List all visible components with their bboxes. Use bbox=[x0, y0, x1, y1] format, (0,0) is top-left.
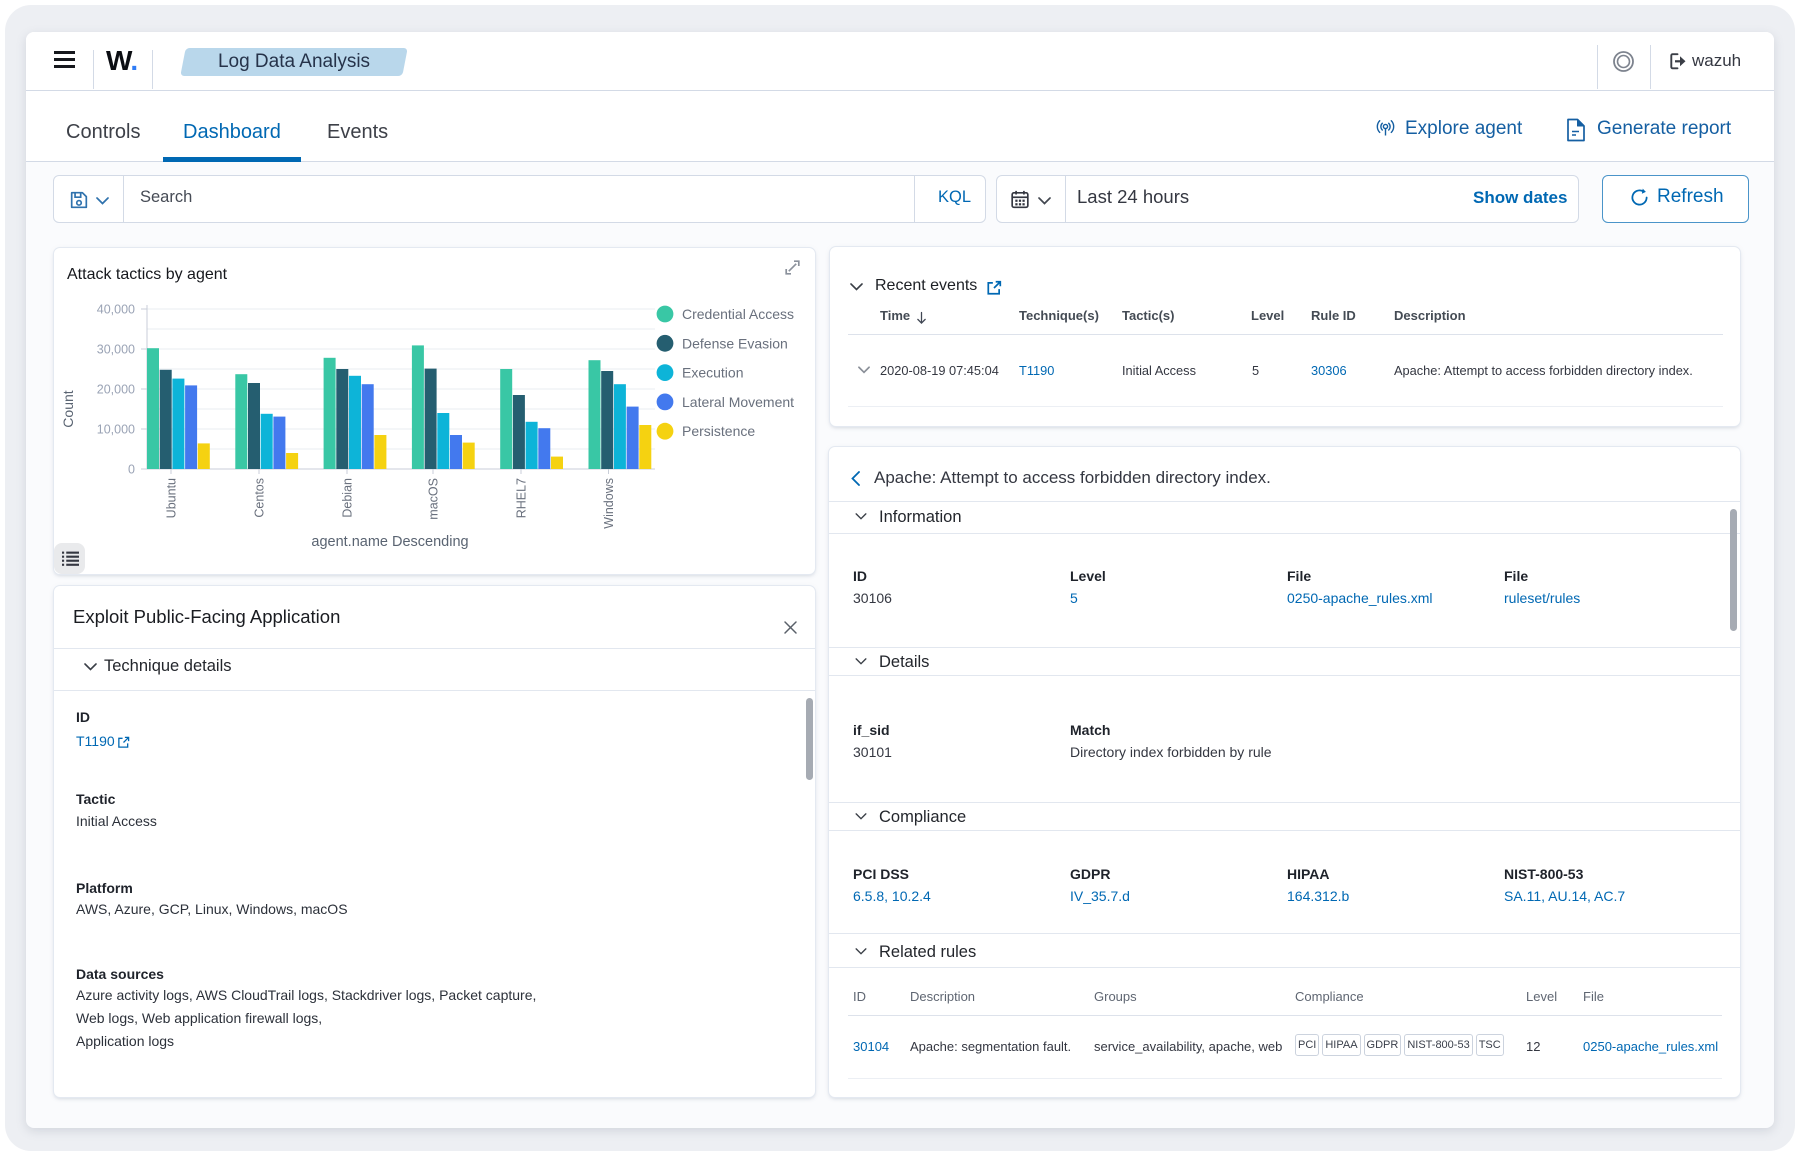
svg-text:Credential Access: Credential Access bbox=[682, 306, 794, 322]
svg-text:Count: Count bbox=[60, 390, 76, 427]
svg-text:Lateral Movement: Lateral Movement bbox=[682, 394, 794, 410]
svg-text:Defense Evasion: Defense Evasion bbox=[682, 335, 788, 351]
svg-text:Centos: Centos bbox=[253, 478, 267, 518]
svg-text:Ubuntu: Ubuntu bbox=[165, 478, 179, 518]
svg-text:agent.name Descending: agent.name Descending bbox=[311, 534, 468, 550]
svg-text:40,000: 40,000 bbox=[97, 303, 135, 317]
svg-text:RHEL7: RHEL7 bbox=[515, 478, 529, 518]
svg-text:20,000: 20,000 bbox=[97, 383, 135, 397]
svg-text:10,000: 10,000 bbox=[97, 423, 135, 437]
svg-text:Persistence: Persistence bbox=[682, 423, 755, 439]
svg-text:Debian: Debian bbox=[341, 478, 355, 518]
svg-text:30,000: 30,000 bbox=[97, 343, 135, 357]
svg-text:macOS: macOS bbox=[427, 478, 441, 520]
svg-text:Execution: Execution bbox=[682, 365, 743, 381]
svg-text:Windows: Windows bbox=[602, 478, 616, 529]
svg-text:0: 0 bbox=[128, 463, 135, 477]
